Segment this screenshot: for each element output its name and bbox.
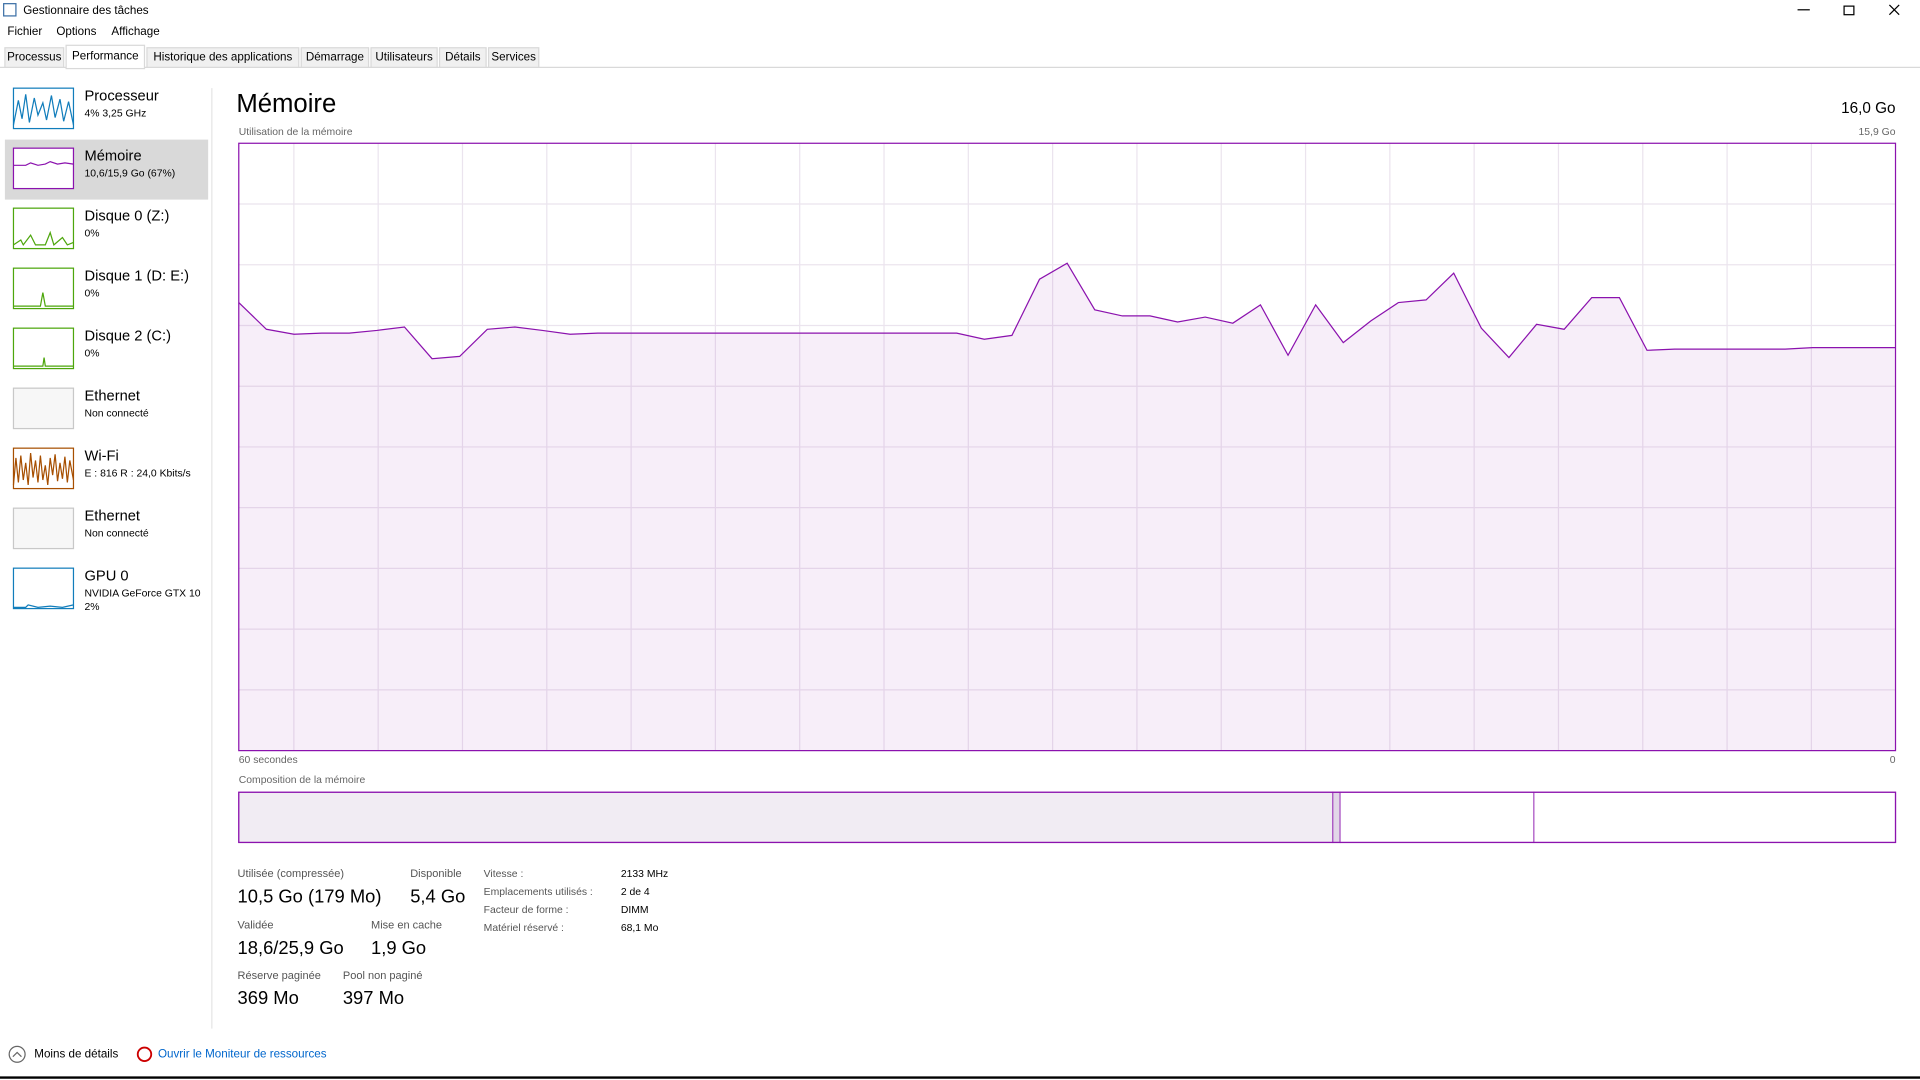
sidebar-item-name[interactable]: Ethernet: [84, 389, 140, 405]
property-label: Vitesse :: [484, 869, 524, 880]
page-heading: Mémoire: [236, 90, 336, 118]
stat-value: 397 Mo: [343, 987, 404, 1008]
chart-title: Utilisation de la mémoire: [239, 127, 353, 138]
composition-segment: [1332, 791, 1341, 844]
composition-segment: [1339, 791, 1535, 844]
tab[interactable]: [300, 47, 370, 68]
stat-label: Utilisée (compressée): [238, 868, 345, 880]
thumbnail[interactable]: [12, 267, 75, 310]
property-value: 2133 MHz: [621, 869, 668, 880]
tab-label[interactable]: Services: [491, 51, 536, 64]
thumbnail-trace: [12, 453, 75, 485]
sidebar-item-detail: 2%: [84, 602, 99, 613]
close-button[interactable]: [1888, 4, 1900, 16]
thumbnail[interactable]: [12, 567, 75, 610]
y-tick-label: 15,9 Go: [1859, 127, 1896, 138]
property-value: DIMM: [621, 905, 649, 916]
sidebar-item-detail: 0%: [84, 289, 99, 300]
sidebar-item-detail: 4% 3,25 GHz: [84, 109, 146, 120]
window-title: Gestionnaire des tâches: [23, 4, 149, 17]
stat-value: 369 Mo: [238, 987, 299, 1008]
composition-title: Composition de la mémoire: [239, 775, 366, 786]
stat-label: Réserve paginée: [238, 970, 321, 982]
sidebar-item-name[interactable]: Processeur: [84, 89, 158, 105]
thumbnail-trace: [13, 292, 74, 307]
sidebar-item-name[interactable]: Mémoire: [84, 149, 141, 165]
resource-monitor-link[interactable]: Ouvrir le Moniteur de ressources: [158, 1047, 327, 1060]
x-tick-label: 0: [1890, 755, 1896, 766]
property-value: 68,1 Mo: [621, 923, 659, 934]
tab-label[interactable]: Processus: [7, 51, 61, 64]
tab[interactable]: [4, 47, 65, 68]
sidebar-item-detail: Non connecté: [84, 409, 148, 420]
tab-label[interactable]: Démarrage: [306, 51, 364, 64]
sidebar-item-detail: 0%: [84, 349, 99, 360]
stat-value: 1,9 Go: [371, 937, 426, 958]
tab[interactable]: [438, 47, 487, 68]
sidebar-item-detail: NVIDIA GeForce GTX 10: [84, 589, 200, 600]
app-icon: [3, 3, 17, 17]
property-label: Emplacements utilisés :: [484, 887, 593, 898]
sidebar-item-name[interactable]: Disque 2 (C:): [84, 329, 171, 345]
tab[interactable]: [146, 47, 300, 68]
tab-label[interactable]: Performance: [72, 49, 139, 62]
sidebar-item-detail: E : 816 R : 24,0 Kbits/s: [84, 469, 190, 480]
composition-frame: [238, 791, 1897, 844]
less-details-chevron: [12, 1051, 22, 1058]
thumbnail-trace: [13, 230, 74, 247]
stat-value: 18,6/25,9 Go: [238, 937, 344, 958]
thumbnail-trace: [13, 604, 74, 608]
thumbnail[interactable]: [12, 387, 75, 430]
tab-label[interactable]: Détails: [445, 51, 481, 64]
stat-label: Pool non paginé: [343, 970, 423, 982]
sidebar-item-detail: 10,6/15,9 Go (67%): [84, 169, 175, 180]
sidebar-item-name[interactable]: Disque 0 (Z:): [84, 209, 169, 225]
restore-button[interactable]: [1843, 5, 1855, 16]
sidebar-item-name[interactable]: Ethernet: [84, 509, 140, 525]
tab-label[interactable]: Historique des applications: [153, 51, 292, 64]
x-tick-label: 60 secondes: [239, 755, 298, 766]
stat-label: Disponible: [410, 868, 461, 880]
stat-label: Validée: [238, 920, 274, 932]
stat-value: 5,4 Go: [410, 885, 465, 906]
sidebar-item-detail: 0%: [84, 229, 99, 240]
tab[interactable]: [370, 47, 438, 68]
memory-capacity: 16,0 Go: [1841, 100, 1895, 117]
composition-segment: [238, 791, 1334, 844]
memory-usage-area: [238, 263, 1896, 751]
property-label: Facteur de forme :: [484, 905, 569, 916]
resource-monitor-icon: [136, 1046, 153, 1062]
sidebar-item-detail: Non connecté: [84, 529, 148, 540]
composition-segment: [1533, 791, 1897, 844]
sidebar-item-name[interactable]: Disque 1 (D: E:): [84, 269, 188, 285]
chart-frame: [238, 142, 1897, 752]
menu-item[interactable]: Fichier: [7, 25, 42, 38]
menu-item[interactable]: Affichage: [111, 25, 159, 38]
thumbnail[interactable]: [12, 507, 75, 550]
stat-label: Mise en cache: [371, 920, 442, 932]
thumbnail-trace: [12, 94, 75, 126]
stat-value: 10,5 Go (179 Mo): [238, 885, 382, 906]
sidebar-item-name[interactable]: GPU 0: [84, 569, 128, 585]
less-details-icon[interactable]: [8, 1045, 26, 1063]
tab[interactable]: [487, 47, 540, 68]
thumbnail-trace: [13, 160, 74, 166]
thumbnail[interactable]: [12, 207, 75, 250]
menu-item[interactable]: Options: [56, 25, 96, 38]
sidebar-item-name[interactable]: Wi-Fi: [84, 449, 118, 465]
tab-label[interactable]: Utilisateurs: [375, 51, 433, 64]
property-value: 2 de 4: [621, 887, 650, 898]
less-details-link[interactable]: Moins de détails: [34, 1047, 118, 1060]
memory-usage-line: [238, 262, 1896, 360]
property-label: Matériel réservé :: [484, 923, 564, 934]
thumbnail[interactable]: [12, 147, 75, 190]
thumbnail-trace: [13, 357, 74, 367]
tab[interactable]: [65, 44, 146, 70]
